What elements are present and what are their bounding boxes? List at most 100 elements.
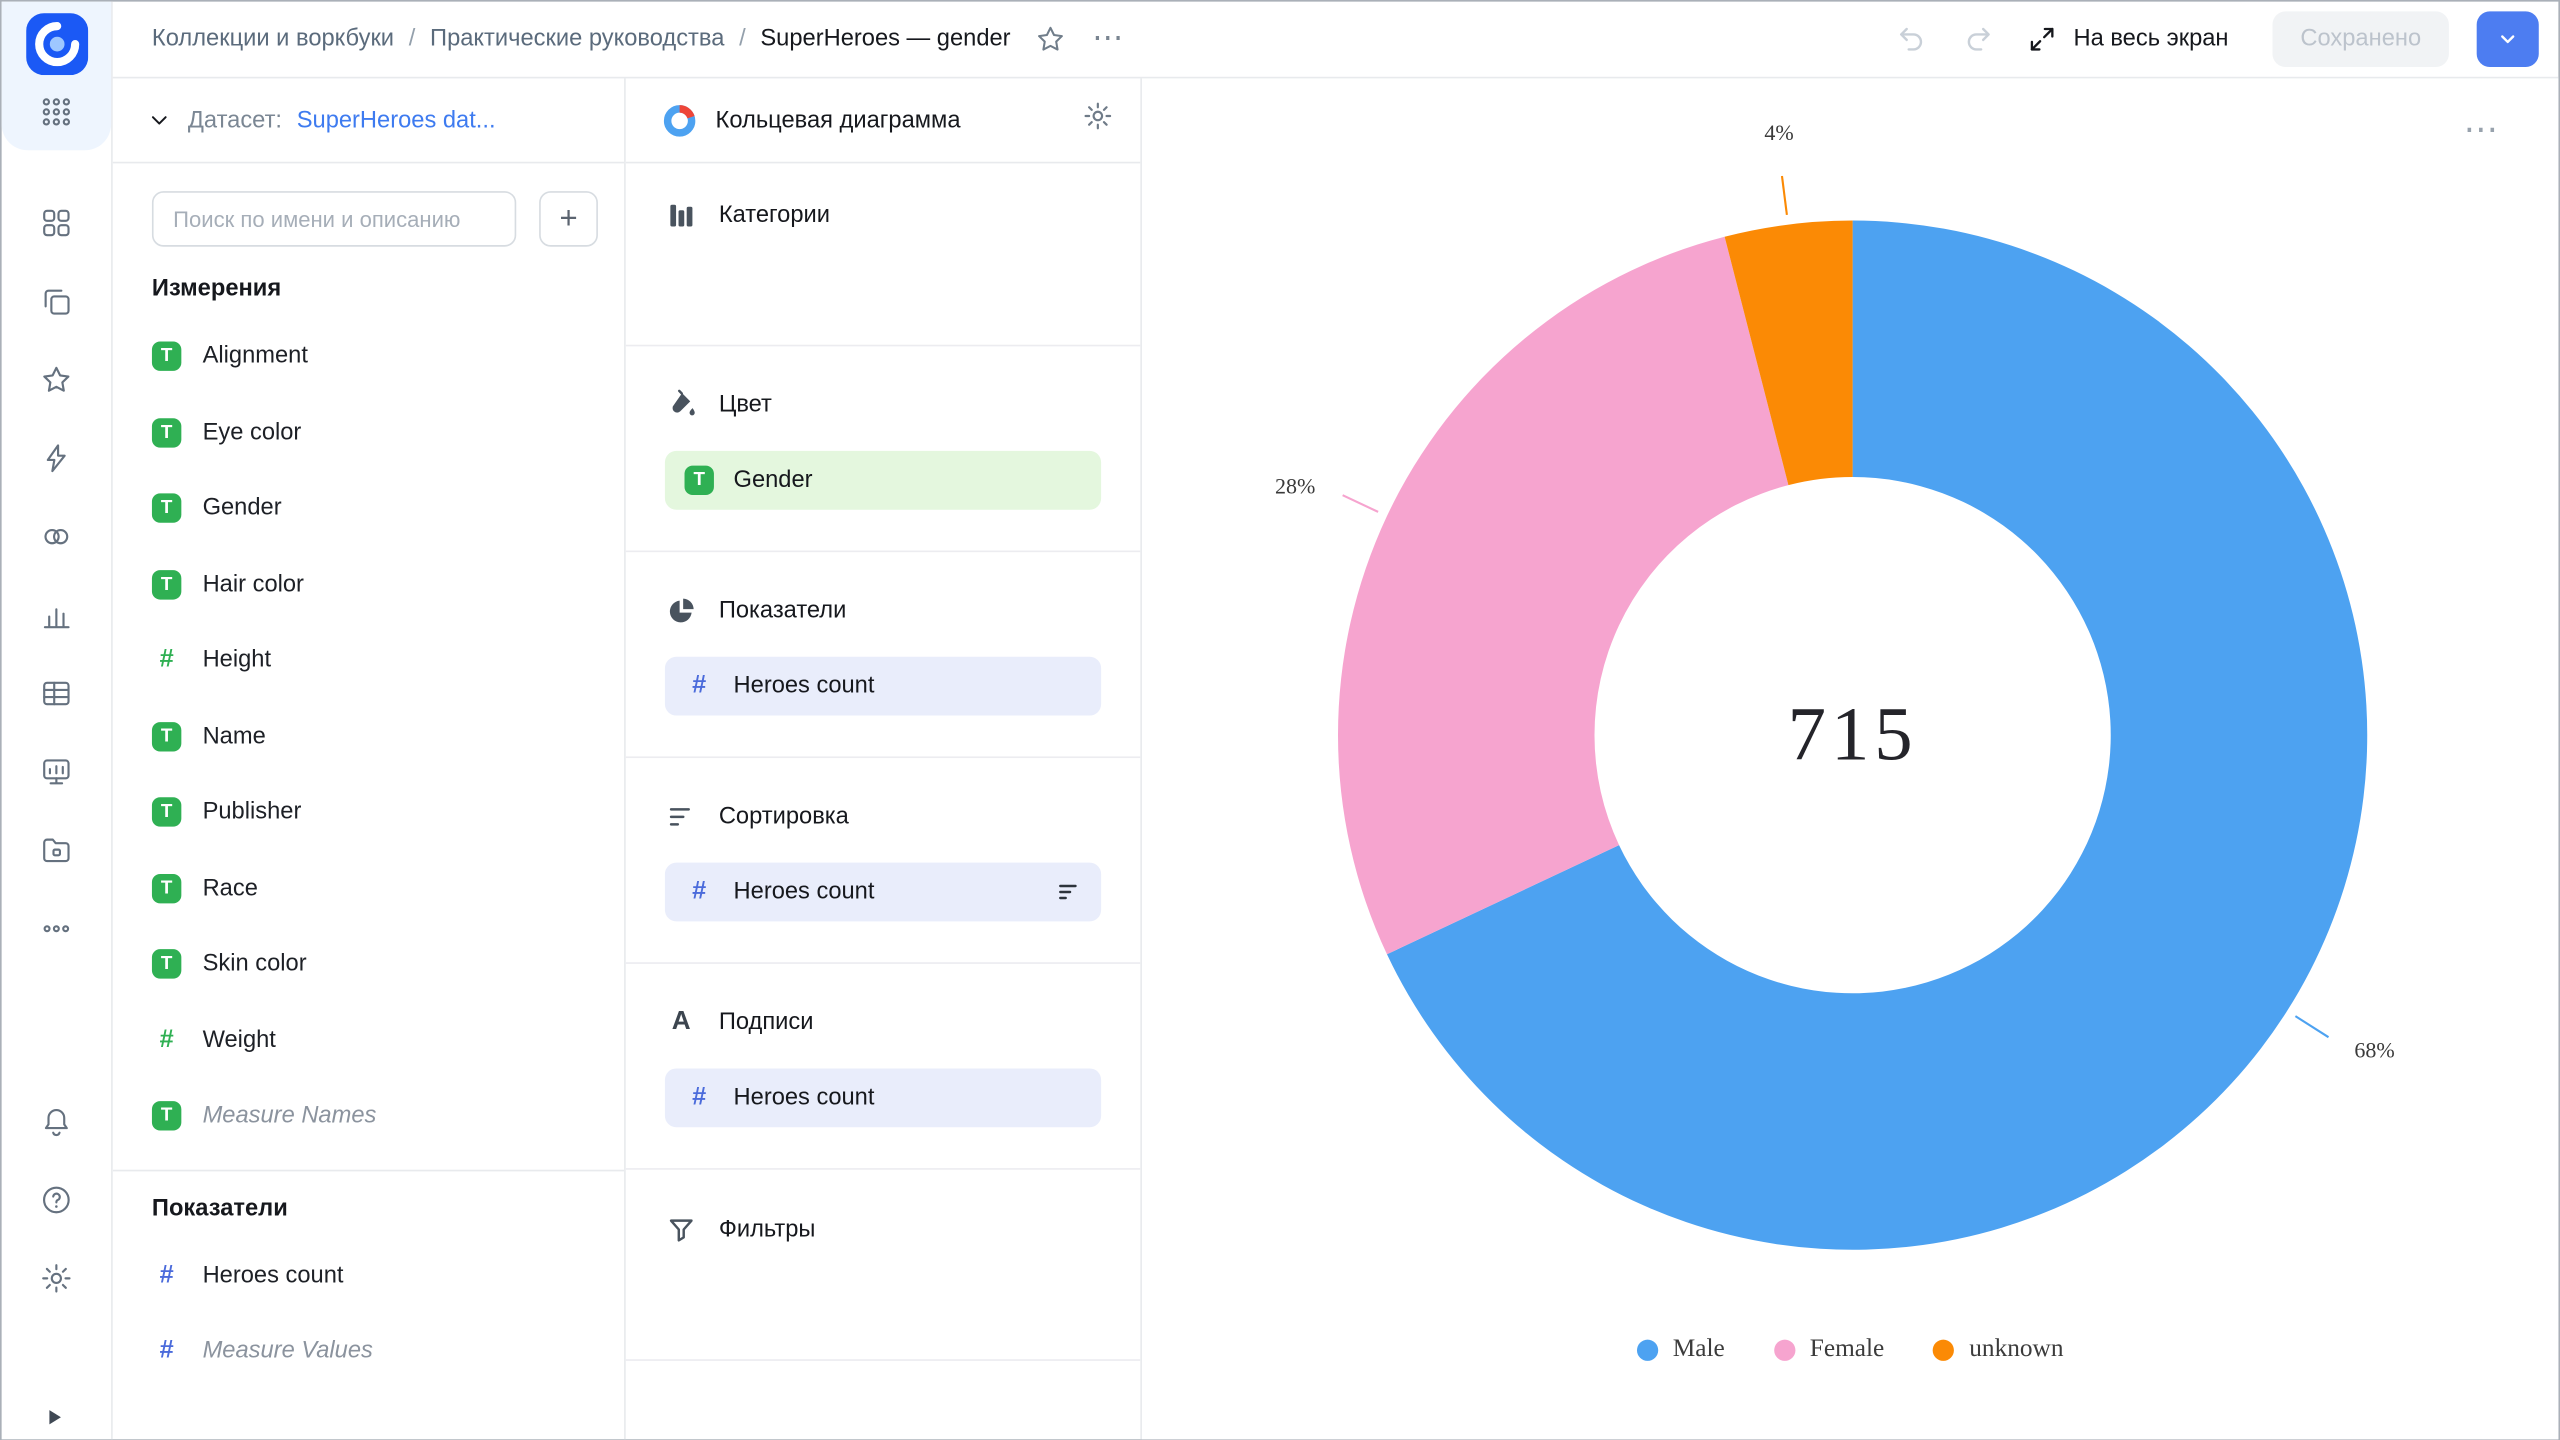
breadcrumb-separator: / xyxy=(739,26,746,53)
field-hair-color[interactable]: Hair color xyxy=(151,546,598,622)
field-alignment[interactable]: Alignment xyxy=(151,319,598,395)
section-title: Подписи xyxy=(718,1009,814,1036)
fullscreen-toggle[interactable]: На весь экран xyxy=(2026,23,2229,56)
string-field-icon xyxy=(151,569,182,600)
divider xyxy=(112,1168,625,1171)
donut-chart-icon[interactable] xyxy=(662,102,698,138)
undo-button[interactable] xyxy=(1892,20,1931,59)
legend-item-unknown[interactable]: unknown xyxy=(1933,1335,2064,1364)
donut-slice-unknown[interactable] xyxy=(1724,220,1853,486)
field-race[interactable]: Race xyxy=(151,850,598,926)
dashboards-icon[interactable] xyxy=(39,755,73,789)
section-title: Фильтры xyxy=(718,1217,816,1244)
saved-button[interactable]: Сохранено xyxy=(2272,11,2449,67)
donut-slice-Female[interactable] xyxy=(1338,236,1789,955)
dimensions-title: Измерения xyxy=(151,276,282,303)
section-filters[interactable]: Фильтры xyxy=(625,1170,1141,1361)
donut-slice-Male[interactable] xyxy=(1386,220,2368,1250)
help-icon[interactable] xyxy=(39,1183,73,1217)
dataset-label: Датасет: xyxy=(187,107,283,134)
app-rail xyxy=(1,1,113,1440)
section-title: Показатели xyxy=(718,597,847,625)
section-sort[interactable]: Сортировка Heroes count xyxy=(625,758,1141,964)
favorites-icon[interactable] xyxy=(39,363,73,397)
more-icon[interactable] xyxy=(39,912,73,946)
chart-config-panel: Кольцевая диаграмма Категории xyxy=(625,78,1142,1440)
chart-legend: Male Female unknown xyxy=(1142,1335,2558,1364)
datalens-logo[interactable] xyxy=(25,13,88,76)
section-categories[interactable]: Категории xyxy=(625,163,1141,347)
field-height[interactable]: Height xyxy=(152,622,598,698)
measure-field-icon xyxy=(152,1261,181,1290)
favorite-star-button[interactable] xyxy=(1030,20,1069,59)
field-label: Height xyxy=(202,647,272,674)
field-measure-names[interactable]: Measure Names xyxy=(151,1078,598,1154)
search-input[interactable] xyxy=(151,191,517,247)
leader-line xyxy=(2294,1015,2330,1039)
field-measure-values[interactable]: Measure Values xyxy=(152,1313,598,1389)
field-gender[interactable]: Gender xyxy=(151,471,598,547)
section-labels[interactable]: Подписи Heroes count xyxy=(625,964,1141,1170)
field-label: Gender xyxy=(202,495,282,522)
storage-icon[interactable] xyxy=(39,833,73,867)
add-field-button[interactable]: + xyxy=(539,191,598,247)
services-icon[interactable] xyxy=(39,206,73,240)
field-heroes-count[interactable]: Heroes count xyxy=(152,1238,598,1314)
topbar-actions: На весь экран Сохранено xyxy=(1892,11,2539,67)
field-label: Eye color xyxy=(202,419,302,446)
datasets-icon[interactable] xyxy=(39,676,73,710)
more-icon xyxy=(1092,31,1125,47)
breadcrumb-item[interactable]: Практические руководства xyxy=(430,26,725,53)
workspace: Датасет: SuperHeroes dat... + Измерения … xyxy=(112,78,2559,1440)
label-a-icon xyxy=(665,1008,698,1037)
chip-label: Heroes count xyxy=(733,673,875,700)
apps-grid-icon[interactable] xyxy=(39,95,73,129)
fields-list: + Измерения Alignment Eye color Gender xyxy=(112,163,625,1389)
measure-chip-heroes-count[interactable]: Heroes count xyxy=(664,656,1102,716)
fullscreen-label: На весь экран xyxy=(2073,26,2229,53)
field-label: Weight xyxy=(202,1027,276,1054)
collapse-icon[interactable] xyxy=(44,1407,65,1428)
section-measures[interactable]: Показатели Heroes count xyxy=(625,552,1141,759)
section-color[interactable]: Цвет Gender xyxy=(625,346,1141,553)
field-eye-color[interactable]: Eye color xyxy=(151,395,598,471)
string-field-icon xyxy=(151,493,182,524)
string-field-icon xyxy=(684,465,714,496)
number-field-icon xyxy=(152,1026,181,1055)
breadcrumb-item[interactable]: Коллекции и воркбуки xyxy=(151,26,395,53)
entry-more-button[interactable] xyxy=(1089,28,1128,51)
measures-title: Показатели xyxy=(151,1195,288,1222)
field-skin-color[interactable]: Skin color xyxy=(151,926,598,1002)
string-field-icon xyxy=(151,1101,182,1131)
chart-type-label[interactable]: Кольцевая диаграмма xyxy=(715,107,961,134)
save-menu-button[interactable] xyxy=(2476,11,2539,67)
settings-icon[interactable] xyxy=(39,1261,73,1295)
sort-icon xyxy=(669,808,690,826)
legend-item-male[interactable]: Male xyxy=(1636,1335,1725,1364)
string-field-icon xyxy=(151,721,182,752)
breadcrumb: Коллекции и воркбуки / Практические руко… xyxy=(152,26,1011,52)
slice-percent-label: 28% xyxy=(1275,474,1315,499)
field-publisher[interactable]: Publisher xyxy=(151,774,598,850)
sort-chip-heroes-count[interactable]: Heroes count xyxy=(664,862,1102,922)
quick-actions-icon[interactable] xyxy=(39,441,73,475)
chart-settings-button[interactable] xyxy=(1082,100,1115,141)
color-chip-gender[interactable]: Gender xyxy=(664,450,1102,510)
workbooks-icon[interactable] xyxy=(39,284,73,318)
field-weight[interactable]: Weight xyxy=(152,1002,598,1078)
redo-button[interactable] xyxy=(1959,20,1998,59)
string-field-icon xyxy=(151,873,182,904)
breadcrumb-item-current[interactable]: SuperHeroes — gender xyxy=(760,26,1011,53)
notifications-icon[interactable] xyxy=(39,1104,73,1138)
chevron-down-icon[interactable] xyxy=(145,106,173,134)
connections-icon[interactable] xyxy=(39,520,73,554)
field-name[interactable]: Name xyxy=(151,698,598,774)
legend-item-female[interactable]: Female xyxy=(1773,1335,1884,1364)
charts-icon[interactable] xyxy=(39,598,73,632)
labels-chip-heroes-count[interactable]: Heroes count xyxy=(664,1068,1102,1128)
dataset-name-link[interactable]: SuperHeroes dat... xyxy=(296,107,496,134)
field-label: Measure Values xyxy=(202,1338,373,1365)
donut-center-total: 715 xyxy=(1787,692,1918,778)
rail-nav xyxy=(39,206,73,946)
sort-direction-icon[interactable] xyxy=(1055,879,1081,905)
